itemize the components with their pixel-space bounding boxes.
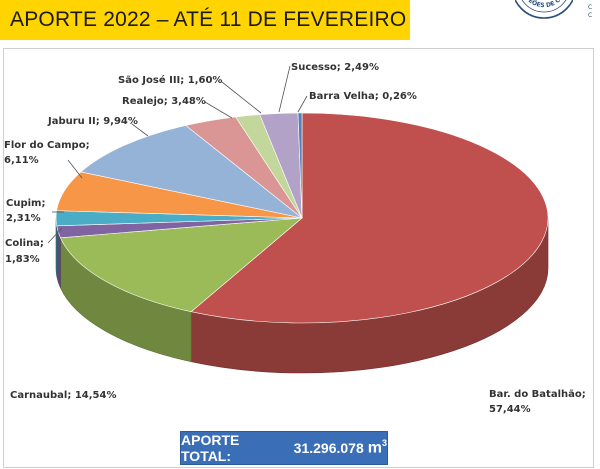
slice-pct-cupim: 2,31% — [6, 213, 41, 224]
leader-line-sao-jose-iii — [221, 81, 262, 114]
slice-pct-colina: 1,83% — [5, 254, 40, 265]
leader-line-realejo — [204, 101, 233, 119]
slice-label-jaburu-ii: Jaburu II; 9,94% — [47, 116, 138, 127]
slice-labels: Bar. do Batalhão; 57,44% Carnaubal; 14,54%… — [4, 62, 586, 415]
slice-label-sucesso: Sucesso; 2,49% — [291, 62, 379, 73]
leader-line-colina — [47, 227, 63, 244]
leader-lines — [47, 65, 308, 244]
title-band: APORTE 2022 – ATÉ 11 DE FEVEREIRO — [0, 0, 410, 40]
total-value: 31.296.078 — [293, 440, 364, 456]
leader-line-flor-do-campo — [67, 159, 83, 179]
logo-side-letter-2: C — [588, 12, 593, 19]
slice-label-colina: Colina; — [5, 238, 44, 249]
slice-label-carnaubal: Carnaubal; 14,54% — [10, 390, 116, 401]
total-unit: m3 — [368, 438, 387, 457]
leader-line-barra-velha — [297, 95, 308, 113]
slice-jaburu-ii — [80, 125, 303, 219]
slice-carnaubal — [59, 217, 303, 313]
slice-label-barra-velha: Barra Velha; 0,26% — [309, 91, 417, 102]
page-title: APORTE 2022 – ATÉ 11 DE FEVEREIRO — [10, 8, 407, 31]
leader-line-jaburu-ii — [131, 123, 149, 137]
slice-label-bar-do-batalhao: Bar. do Batalhão; — [489, 389, 586, 400]
slice-bar-do-batalhao — [190, 112, 549, 324]
total-unit-exponent: 3 — [381, 438, 387, 449]
total-aporte-box: APORTE TOTAL: 31.296.078 m3 — [180, 431, 388, 465]
total-unit-base: m — [367, 439, 382, 457]
seal-logo-icon: RTEÕES DE CRATE — [515, 0, 573, 19]
leader-line-sucesso — [278, 65, 291, 113]
slice-label-realejo: Realejo; 3,48% — [122, 96, 206, 107]
total-label: APORTE TOTAL: — [181, 432, 240, 464]
logo-text: RTEÕES DE CRATE — [515, 0, 569, 9]
slice-barra-velha — [297, 112, 303, 219]
slice-label-flor-do-campo: Flor do Campo; — [4, 140, 90, 151]
svg-text:RTEÕES DE CRATE: RTEÕES DE CRATE — [515, 0, 569, 9]
pie-tops — [55, 112, 549, 324]
logo-side-letter-1: C — [588, 4, 593, 11]
slice-label-cupim: Cupim; — [6, 198, 45, 209]
slice-pct-bar-do-batalhao: 57,44% — [489, 404, 531, 415]
slice-label-sao-jose-iii: São José III; 1,60% — [118, 74, 222, 86]
slice-pct-flor-do-campo: 6,11% — [4, 155, 39, 166]
